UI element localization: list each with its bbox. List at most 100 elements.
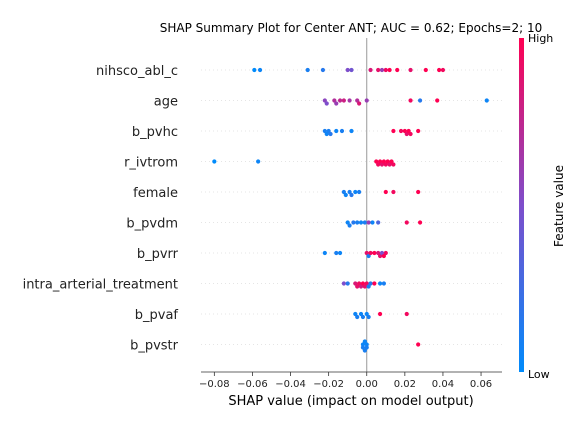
data-point <box>364 98 369 103</box>
data-point <box>345 281 350 286</box>
data-point <box>324 131 329 137</box>
data-point <box>364 342 369 347</box>
feature-label: b_pvrr <box>137 247 179 262</box>
data-point <box>305 67 310 73</box>
data-point <box>339 128 345 134</box>
data-point <box>355 284 360 289</box>
data-point <box>360 342 366 347</box>
feature-label: age <box>154 95 178 110</box>
data-point <box>353 311 358 317</box>
data-point <box>257 67 263 73</box>
data-point <box>353 189 358 195</box>
data-point <box>358 284 364 289</box>
feature-label: female <box>133 186 178 201</box>
data-point <box>423 67 428 73</box>
data-point <box>376 220 381 225</box>
data-point <box>377 253 383 259</box>
data-point <box>402 128 407 134</box>
x-axis-label: SHAP value (impact on model output) <box>228 394 473 409</box>
data-point <box>377 159 383 164</box>
data-point <box>322 98 327 103</box>
data-point <box>404 131 409 137</box>
data-point <box>387 162 392 167</box>
data-point <box>347 189 352 195</box>
colorbar-low-label: Low <box>528 368 550 381</box>
data-point <box>362 220 367 225</box>
data-point <box>358 220 364 225</box>
data-point <box>360 345 366 350</box>
data-point <box>374 159 379 164</box>
data-point <box>404 311 409 317</box>
colorbar-title: Feature value <box>552 165 566 247</box>
data-point <box>343 192 348 198</box>
feature-label: b_pvdm <box>126 217 178 232</box>
colorbar-high-label: High <box>528 32 553 45</box>
data-point <box>351 220 356 225</box>
feature-label: b_pvaf <box>135 308 179 323</box>
data-point <box>408 67 413 73</box>
x-tick-label: −0.04 <box>275 379 306 390</box>
data-point <box>364 281 369 286</box>
data-point <box>385 159 390 164</box>
data-point <box>408 98 413 103</box>
data-point <box>379 67 385 73</box>
data-point <box>334 101 339 106</box>
data-point <box>391 189 396 195</box>
data-point <box>360 314 366 320</box>
data-point <box>334 250 339 256</box>
data-point <box>322 128 327 134</box>
feature-label: nihsco_abl_c <box>96 64 178 79</box>
data-point <box>372 250 377 256</box>
data-point <box>366 314 371 320</box>
data-point <box>381 281 386 286</box>
data-point <box>362 348 367 353</box>
feature-label: r_ivtrom <box>124 156 178 171</box>
data-point <box>212 159 217 164</box>
data-points <box>212 67 489 353</box>
feature-label: intra_arterial_treatment <box>23 278 178 293</box>
colorbar: High Low Feature value <box>519 32 566 381</box>
data-point <box>357 101 362 106</box>
data-point <box>322 250 327 256</box>
data-point <box>387 67 392 73</box>
data-point <box>417 98 423 103</box>
data-point <box>353 281 358 286</box>
data-point <box>341 189 346 195</box>
data-point <box>341 98 346 103</box>
data-point <box>404 220 409 225</box>
data-point <box>368 250 373 256</box>
data-point <box>341 281 346 286</box>
data-point <box>383 189 388 195</box>
data-point <box>416 342 421 347</box>
data-point <box>398 128 404 134</box>
data-point <box>381 159 386 164</box>
data-point <box>364 311 369 317</box>
feature-label: b_pvhc <box>132 125 178 140</box>
data-point <box>389 159 394 164</box>
data-point <box>347 98 352 103</box>
data-point <box>383 250 388 256</box>
data-point <box>347 223 352 228</box>
x-tick-label: −0.06 <box>237 379 268 390</box>
data-point <box>256 159 261 164</box>
data-point <box>372 281 377 286</box>
data-point <box>408 131 413 137</box>
data-point <box>349 192 354 198</box>
data-point <box>349 67 354 73</box>
data-point <box>360 281 366 286</box>
data-point <box>345 220 350 225</box>
data-point <box>368 67 373 73</box>
data-point <box>355 220 360 225</box>
x-tick-label: −0.08 <box>199 379 230 390</box>
data-point <box>381 253 386 259</box>
data-point <box>334 128 339 134</box>
data-point <box>391 162 396 167</box>
data-point <box>366 284 371 289</box>
data-point <box>440 67 446 73</box>
data-point <box>383 67 388 73</box>
chart-title: SHAP Summary Plot for Center ANT; AUC = … <box>160 21 542 35</box>
data-point <box>435 98 440 103</box>
data-point <box>416 128 421 134</box>
data-point <box>437 67 442 73</box>
data-point <box>320 67 326 73</box>
